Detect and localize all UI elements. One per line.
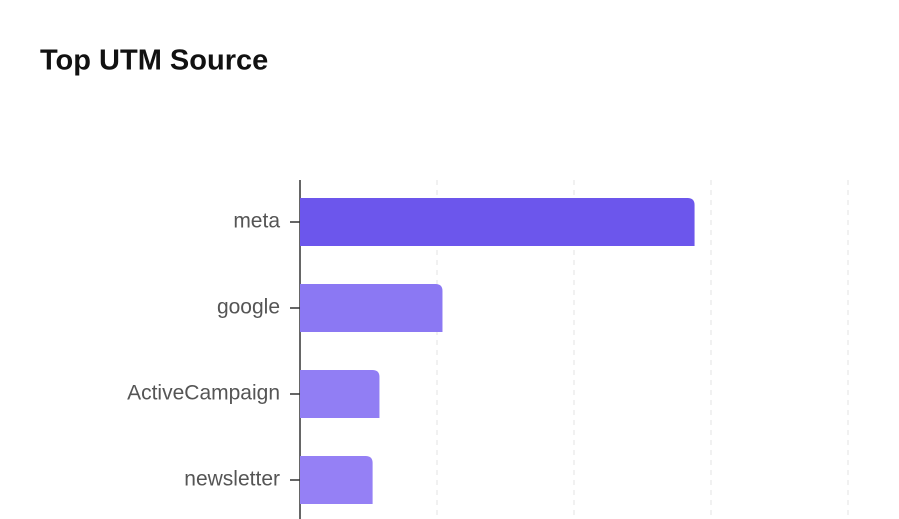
y-tick-label: ActiveCampaign	[127, 382, 280, 405]
bar	[300, 198, 695, 246]
chart-title: Top UTM Source	[40, 45, 268, 77]
bar	[300, 456, 373, 504]
bar	[300, 370, 380, 418]
y-tick-label: meta	[233, 210, 280, 233]
y-tick-label: newsletter	[184, 468, 280, 491]
y-tick-label: google	[217, 296, 280, 319]
bar	[300, 284, 443, 332]
